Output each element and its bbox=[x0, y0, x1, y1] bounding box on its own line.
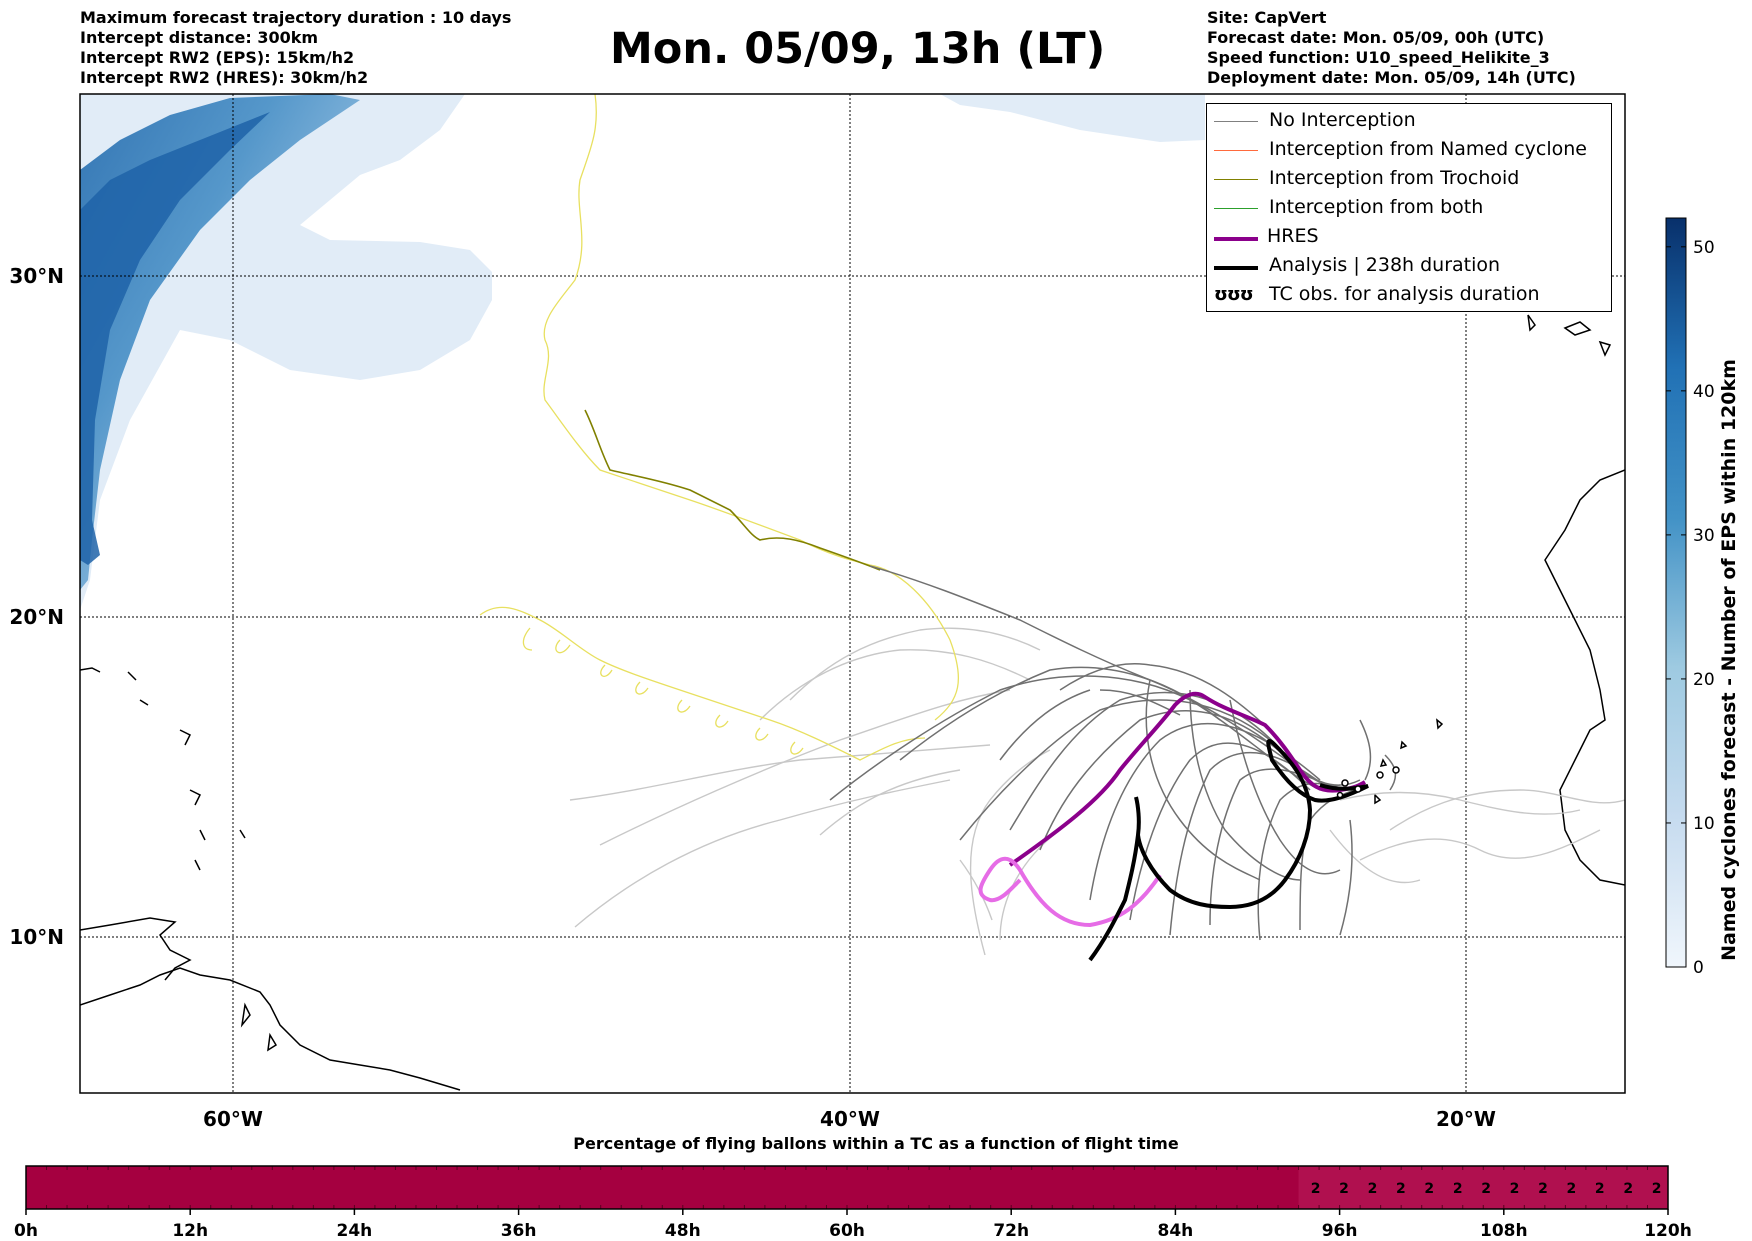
legend-item-tc-obs: ʊʊʊ TC obs. for analysis duration bbox=[1207, 281, 1611, 310]
header-right: Site: CapVert Forecast date: Mon. 05/09,… bbox=[1207, 8, 1576, 88]
legend-swatch bbox=[1214, 237, 1258, 241]
time-bar-tick-label: 36h bbox=[501, 1221, 537, 1241]
time-bar-cell-value: 2 bbox=[1396, 1181, 1406, 1197]
eps-trajectories-dark bbox=[829, 565, 1397, 941]
cyclone-density-light-2 bbox=[940, 94, 1205, 142]
header-line: Intercept RW2 (EPS): 15km/h2 bbox=[80, 48, 355, 67]
time-bar-tick-label: 60h bbox=[829, 1221, 865, 1241]
lat-tick-label: 20°N bbox=[9, 605, 64, 629]
legend-swatch bbox=[1214, 208, 1258, 209]
legend-label: HRES bbox=[1267, 225, 1319, 247]
time-bar-cell-value: 2 bbox=[1311, 1181, 1321, 1197]
time-bar-cell-value: 2 bbox=[1566, 1181, 1576, 1197]
legend-label: TC obs. for analysis duration bbox=[1269, 283, 1540, 305]
trochoid-interception bbox=[584, 409, 881, 571]
time-bar-cell-value: 2 bbox=[1538, 1181, 1548, 1197]
time-bar-tick-label: 96h bbox=[1322, 1221, 1358, 1241]
time-bar-tick-label: 48h bbox=[665, 1221, 701, 1241]
time-bar-title: Percentage of flying ballons within a TC… bbox=[573, 1134, 1179, 1153]
time-bar-tick-label: 12h bbox=[172, 1221, 208, 1241]
cyclone-density-dark bbox=[80, 112, 270, 565]
header-line: Intercept distance: 300km bbox=[80, 28, 319, 47]
time-bar-cell-value: 2 bbox=[1424, 1181, 1434, 1197]
lon-tick-label: 60°W bbox=[203, 1107, 263, 1131]
legend-item-analysis: Analysis | 238h duration bbox=[1207, 252, 1611, 281]
lon-tick-label: 40°W bbox=[820, 1107, 880, 1131]
header-line: Site: CapVert bbox=[1207, 8, 1327, 27]
time-bar-tick-label: 72h bbox=[993, 1221, 1029, 1241]
legend-swatch bbox=[1214, 121, 1258, 122]
time-bar-cell-value: 2 bbox=[1652, 1181, 1662, 1197]
legend-item-no-interception: No Interception bbox=[1207, 107, 1611, 136]
time-bar: 2 2 2 2 2 2 2 2 2 2 2 2 2 0h 12h 24h 36h 48h 60h 72h 84h 96h 1… bbox=[14, 1165, 1692, 1241]
trochoid-trajectories bbox=[479, 94, 960, 761]
time-bar-tick-label: 24h bbox=[337, 1221, 373, 1241]
lat-tick-label: 10°N bbox=[9, 925, 64, 949]
colorbar-label: Named cyclones forecast - Number of EPS … bbox=[1718, 359, 1740, 961]
legend-swatch bbox=[1214, 179, 1258, 180]
legend-swatch bbox=[1214, 266, 1258, 270]
colorbar-tick-label: 0 bbox=[1693, 958, 1704, 978]
time-bar-cell-value: 2 bbox=[1368, 1181, 1378, 1197]
header-line: Forecast date: Mon. 05/09, 00h (UTC) bbox=[1207, 28, 1545, 47]
time-bar-cell-value: 2 bbox=[1510, 1181, 1520, 1197]
legend-swatch bbox=[1214, 150, 1258, 151]
header-line: Maximum forecast trajectory duration : 1… bbox=[80, 8, 512, 27]
legend-label: Analysis | 238h duration bbox=[1269, 254, 1501, 276]
time-bar-tick-label: 0h bbox=[14, 1221, 38, 1241]
legend-label: No Interception bbox=[1269, 109, 1416, 131]
colorbar-tick-label: 10 bbox=[1693, 814, 1715, 834]
legend: No Interception Interception from Named … bbox=[1206, 103, 1612, 312]
time-bar-cell-value: 2 bbox=[1595, 1181, 1605, 1197]
eps-trajectories-light bbox=[569, 627, 1625, 956]
colorbar-tick-label: 30 bbox=[1693, 526, 1715, 546]
legend-item-both: Interception from both bbox=[1207, 194, 1611, 223]
time-bar-marked bbox=[1298, 1166, 1668, 1209]
time-bar-cell-value: 2 bbox=[1623, 1181, 1633, 1197]
header-line: Intercept RW2 (HRES): 30km/h2 bbox=[80, 68, 369, 87]
coastlines bbox=[80, 314, 1625, 1091]
analysis-trajectory bbox=[1088, 739, 1369, 962]
hres-trajectory-early bbox=[978, 856, 1162, 928]
map-area bbox=[80, 94, 1625, 1093]
cape-verde-islands bbox=[1336, 766, 1400, 799]
page-title: Mon. 05/09, 13h (LT) bbox=[610, 24, 1106, 74]
time-bar-tick-label: 120h bbox=[1644, 1221, 1692, 1241]
graticule bbox=[80, 94, 1625, 1093]
legend-label: Interception from Named cyclone bbox=[1269, 138, 1587, 160]
colorbar-tick-label: 40 bbox=[1693, 382, 1715, 402]
header-left: Maximum forecast trajectory duration : 1… bbox=[80, 8, 511, 88]
lat-tick-label: 30°N bbox=[9, 264, 64, 288]
time-bar-cell-value: 2 bbox=[1481, 1181, 1491, 1197]
time-bar-cell-value: 2 bbox=[1339, 1181, 1349, 1197]
map-frame bbox=[79, 93, 1626, 1094]
legend-item-trochoid: Interception from Trochoid bbox=[1207, 165, 1611, 194]
lon-tick-label: 20°W bbox=[1436, 1107, 1496, 1131]
legend-item-named-cyclone: Interception from Named cyclone bbox=[1207, 136, 1611, 165]
tc-obs-icon: ʊʊʊ bbox=[1214, 284, 1254, 305]
colorbar bbox=[1665, 217, 1687, 968]
time-bar-tick-label: 108h bbox=[1480, 1221, 1528, 1241]
hres-trajectory bbox=[1008, 691, 1367, 867]
header-line: Speed function: U10_speed_Helikite_3 bbox=[1207, 48, 1550, 67]
colorbar-tick-label: 20 bbox=[1693, 670, 1715, 690]
time-bar-cell-value: 2 bbox=[1453, 1181, 1463, 1197]
colorbar-tick-label: 50 bbox=[1693, 238, 1715, 258]
legend-item-hres: HRES bbox=[1207, 223, 1611, 252]
legend-label: Interception from Trochoid bbox=[1269, 167, 1520, 189]
header-line: Deployment date: Mon. 05/09, 14h (UTC) bbox=[1207, 68, 1576, 87]
time-bar-tick-label: 84h bbox=[1158, 1221, 1194, 1241]
legend-label: Interception from both bbox=[1269, 196, 1484, 218]
colorbar-ticks: 0 10 20 30 40 50 bbox=[1666, 238, 1715, 978]
